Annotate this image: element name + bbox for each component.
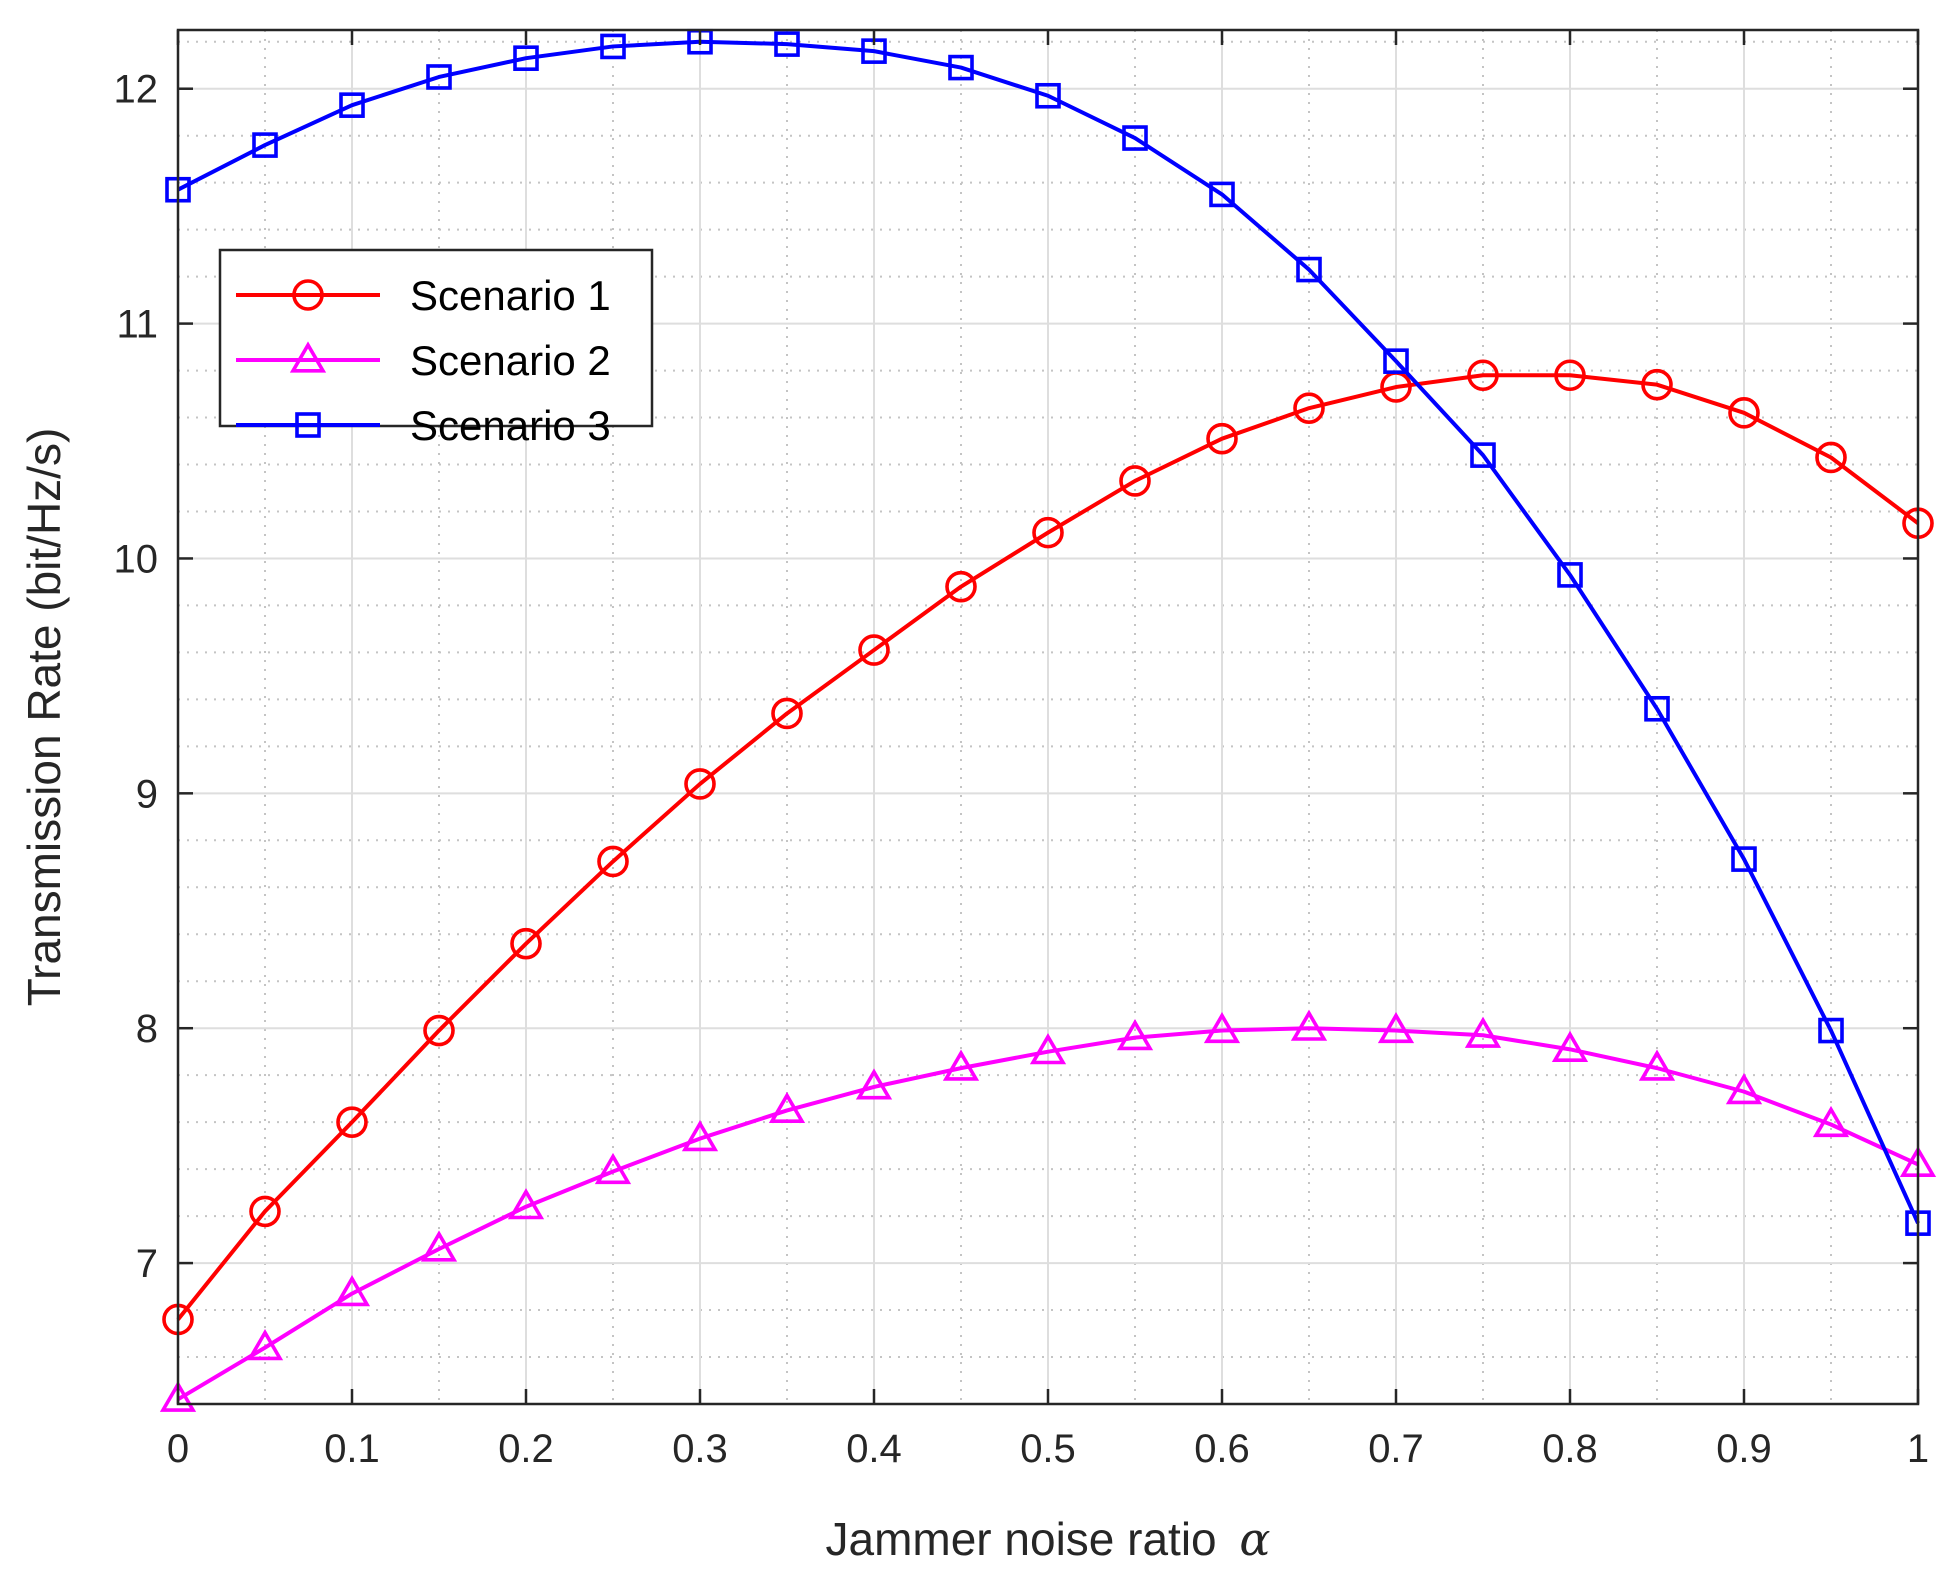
series-3-point <box>1122 125 1148 151</box>
series-1-point <box>1728 397 1760 429</box>
x-tick-label: 1 <box>1907 1427 1929 1471</box>
series-3-point <box>1644 695 1670 722</box>
legend-item-2: Scenario 2 <box>236 337 611 384</box>
series-1-point <box>1641 368 1673 401</box>
series-3-point <box>948 54 974 81</box>
series-1-point <box>945 570 977 603</box>
series-3-point <box>1470 442 1496 468</box>
series-3-point <box>426 64 452 90</box>
series-2-point <box>942 1049 980 1081</box>
series-1-point <box>1032 516 1064 549</box>
legend-label: Scenario 1 <box>410 272 611 319</box>
x-tick-label: 0.1 <box>324 1427 380 1471</box>
series-2-point <box>1203 1011 1241 1044</box>
series-1-point <box>684 768 716 800</box>
x-tick-label: 0.7 <box>1368 1427 1424 1471</box>
tick-labels: 0 0.1 0.2 0.3 0.4 0.5 0.6 0.7 0.8 0.9 1 7 8 9 10 11 12 <box>114 68 1930 1471</box>
series-1-point <box>249 1195 281 1228</box>
x-axis-label-text: Jammer noise ratio <box>826 1513 1217 1565</box>
series-2 <box>159 1009 1937 1412</box>
x-tick-label: 0.6 <box>1194 1427 1250 1471</box>
series-2-point <box>855 1068 893 1100</box>
series-1 <box>162 359 1934 1336</box>
series-3-point <box>339 92 365 118</box>
x-tick-label: 0 <box>167 1427 189 1471</box>
y-tick-label: 9 <box>136 772 158 816</box>
series-3-point <box>513 45 539 71</box>
legend-box <box>218 248 654 428</box>
legend-marker <box>295 412 321 438</box>
series-2-point <box>594 1152 632 1185</box>
series-2-point <box>1116 1019 1154 1051</box>
y-tick-label: 11 <box>116 303 158 347</box>
series-1-point <box>771 697 803 730</box>
x-tick-label: 0.9 <box>1716 1427 1772 1471</box>
x-tick-label: 0.2 <box>498 1427 554 1471</box>
x-tick-label: 0.3 <box>672 1427 728 1471</box>
series-2-point <box>768 1091 806 1124</box>
series-1-line <box>176 373 1920 1321</box>
series-3-point <box>1035 82 1061 109</box>
legend-item-3: Scenario 3 <box>236 402 611 449</box>
grid <box>177 30 1919 1405</box>
series-2-point <box>1290 1009 1328 1041</box>
series-2-point <box>1029 1033 1067 1065</box>
series-2-line <box>176 1026 1919 1402</box>
series-2-point <box>246 1329 284 1361</box>
series-2-point <box>507 1188 545 1220</box>
series-3-point <box>1557 562 1583 588</box>
series-2-point <box>333 1275 371 1307</box>
x-axis-label-symbol: α <box>1239 1512 1270 1566</box>
x-axis-label: Jammer noise ratio α <box>826 1512 1271 1566</box>
series-2-point <box>1638 1049 1676 1081</box>
x-tick-label: 0.8 <box>1542 1427 1598 1471</box>
series-3-point <box>774 31 800 57</box>
series-2-point <box>1377 1011 1415 1044</box>
legend: Scenario 1 Scenario 2 Scenario 3 <box>218 248 654 449</box>
series-1-point <box>1467 359 1499 392</box>
series-3-point <box>1209 181 1235 208</box>
series-3-point <box>1296 256 1322 283</box>
series-1-point <box>423 1014 455 1047</box>
x-tick-label: 0.4 <box>846 1427 902 1471</box>
series-1-point <box>858 634 890 666</box>
y-tick-label: 7 <box>136 1242 158 1286</box>
series-2-point <box>1725 1073 1763 1105</box>
series-3-point <box>252 132 278 158</box>
series-group <box>159 28 1937 1412</box>
series-2-point <box>681 1120 719 1152</box>
series-2-point <box>1812 1105 1850 1138</box>
series-2-point <box>1551 1030 1589 1062</box>
series-3-line <box>177 39 1920 1224</box>
series-1-point <box>1119 465 1151 497</box>
series-1-point <box>597 845 629 878</box>
series-3-point <box>1731 846 1757 872</box>
legend-item-1: Scenario 1 <box>236 272 611 319</box>
y-tick-label: 12 <box>114 68 159 112</box>
legend-marker <box>292 279 324 311</box>
axes-frame <box>176 28 1920 1406</box>
y-tick-label: 8 <box>136 1007 158 1051</box>
series-3-point <box>600 33 626 60</box>
series-3-point <box>1383 348 1409 374</box>
y-axis-label: Transmission Rate (bit/Hz/s) <box>18 428 70 1007</box>
y-tick-label: 10 <box>114 537 159 581</box>
series-2-point <box>420 1230 458 1262</box>
series-1-point <box>336 1106 368 1138</box>
series-1-point <box>1554 359 1586 392</box>
x-tick-label: 0.5 <box>1020 1427 1076 1471</box>
series-1-point <box>510 927 542 960</box>
series-1-point <box>1206 422 1238 455</box>
series-2-point <box>1464 1016 1502 1048</box>
series-1-point <box>1293 392 1325 424</box>
legend-marker <box>289 341 327 373</box>
series-2-point <box>159 1380 197 1412</box>
legend-label: Scenario 2 <box>410 337 611 384</box>
series-3-point <box>1818 1017 1844 1044</box>
series-1-point <box>1815 441 1847 474</box>
legend-label: Scenario 3 <box>410 402 611 449</box>
